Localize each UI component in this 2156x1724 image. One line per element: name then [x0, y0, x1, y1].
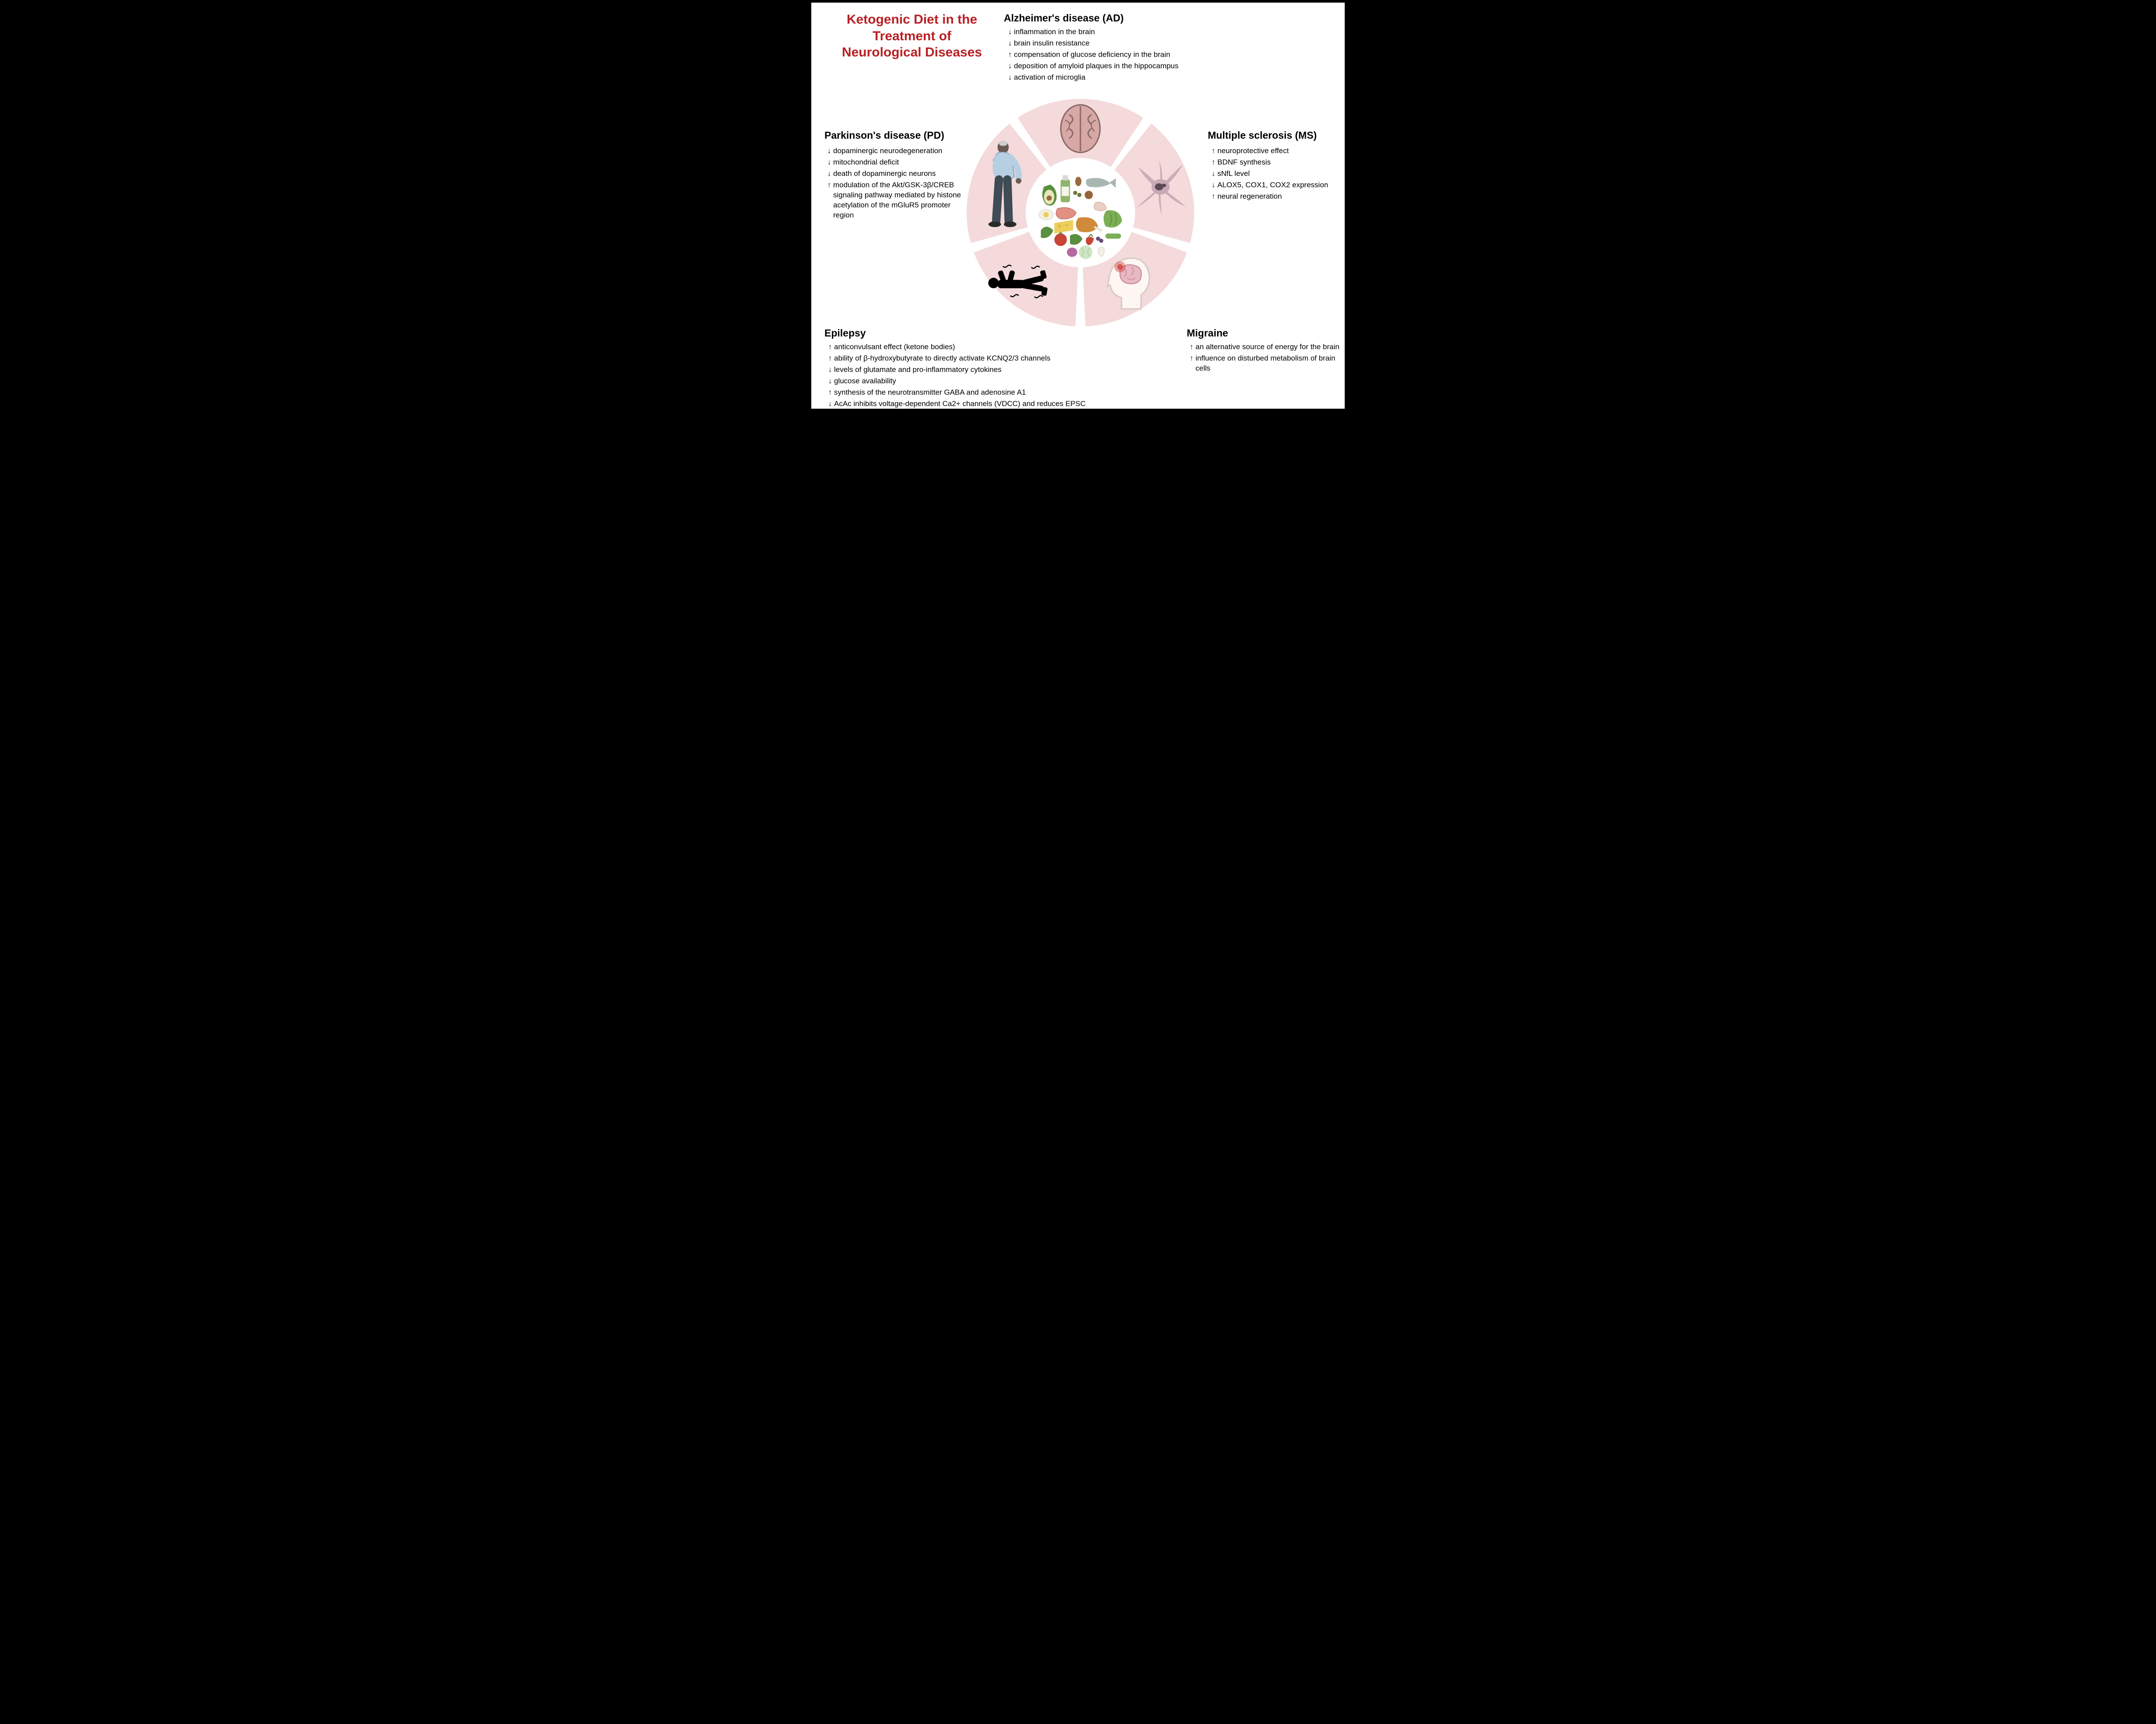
wheel	[962, 95, 1199, 331]
section-bullets-ad: ↓inflammation in the brain↓brain insulin…	[1007, 27, 1252, 84]
bullet-epi-5: ↓AcAc inhibits voltage-dependent Ca2+ ch…	[827, 399, 1160, 409]
bullet-text: ALOX5, COX1, COX2 expression	[1216, 180, 1328, 190]
bullet-epi-4: ↑synthesis of the neurotransmitter GABA …	[827, 388, 1160, 398]
up-arrow-icon: ↑	[1188, 342, 1195, 352]
bullet-text: compensation of glucose deficiency in th…	[1013, 50, 1170, 60]
bullet-mig-1: ↑influence on disturbed metabolism of br…	[1188, 354, 1346, 374]
bullet-pd-3: ↑modulation of the Akt/GSK-3β/CREB signa…	[826, 180, 971, 221]
bullet-text: brain insulin resistance	[1013, 39, 1090, 49]
down-arrow-icon: ↓	[826, 158, 832, 168]
main-title: Ketogenic Diet in theTreatment ofNeurolo…	[824, 11, 999, 61]
bullet-text: deposition of amyloid plaques in the hip…	[1013, 61, 1178, 71]
up-arrow-icon: ↑	[827, 342, 833, 352]
bullet-text: an alternative source of energy for the …	[1195, 342, 1339, 352]
bullet-text: mitochondrial deficit	[832, 158, 899, 168]
section-bullets-ms: ↑neuroprotective effect↑BDNF synthesis↓s…	[1210, 146, 1346, 203]
up-arrow-icon: ↑	[1210, 146, 1216, 156]
up-arrow-icon: ↑	[827, 354, 833, 364]
bullet-ad-2: ↑compensation of glucose deficiency in t…	[1007, 50, 1252, 60]
bullet-mig-0: ↑an alternative source of energy for the…	[1188, 342, 1346, 352]
section-bullets-epi: ↑anticonvulsant effect (ketone bodies)↑a…	[827, 342, 1160, 410]
up-arrow-icon: ↑	[1210, 192, 1216, 202]
bullet-epi-0: ↑anticonvulsant effect (ketone bodies)	[827, 342, 1160, 352]
bullet-ms-3: ↓ALOX5, COX1, COX2 expression	[1210, 180, 1346, 190]
down-arrow-icon: ↓	[1007, 61, 1013, 71]
bullet-text: glucose availability	[833, 376, 896, 386]
down-arrow-icon: ↓	[1007, 73, 1013, 83]
down-arrow-icon: ↓	[827, 376, 833, 386]
section-title-pd: Parkinson's disease (PD)	[824, 130, 944, 141]
section-title-ms: Multiple sclerosis (MS)	[1208, 130, 1317, 141]
up-arrow-icon: ↑	[826, 180, 832, 190]
infographic-frame: Ketogenic Diet in theTreatment ofNeurolo…	[809, 0, 1347, 411]
bullet-text: ability of β-hydroxybutyrate to directly…	[833, 354, 1051, 364]
section-title-ad: Alzheimer's disease (AD)	[1004, 12, 1124, 24]
bullet-epi-3: ↓glucose availability	[827, 376, 1160, 386]
down-arrow-icon: ↓	[1007, 39, 1013, 49]
bullet-text: neuroprotective effect	[1216, 146, 1289, 156]
bullet-pd-1: ↓mitochondrial deficit	[826, 158, 971, 168]
bullet-text: levels of glutamate and pro-inflammatory…	[833, 365, 1002, 375]
bullet-text: AcAc inhibits voltage-dependent Ca2+ cha…	[833, 399, 1086, 409]
bullet-ad-1: ↓brain insulin resistance	[1007, 39, 1252, 49]
bullet-pd-2: ↓death of dopaminergic neurons	[826, 169, 971, 179]
section-bullets-mig: ↑an alternative source of energy for the…	[1188, 342, 1346, 375]
down-arrow-icon: ↓	[826, 146, 832, 156]
bullet-text: anticonvulsant effect (ketone bodies)	[833, 342, 955, 352]
up-arrow-icon: ↑	[827, 388, 833, 398]
bullet-ms-2: ↓sNfL level	[1210, 169, 1346, 179]
seizure-icon	[996, 246, 1066, 316]
bullet-ad-3: ↓deposition of amyloid plaques in the hi…	[1007, 61, 1252, 71]
bullet-text: modulation of the Akt/GSK-3β/CREB signal…	[832, 180, 971, 221]
bullet-text: activation of microglia	[1013, 73, 1085, 83]
bullet-ad-4: ↓activation of microglia	[1007, 73, 1252, 83]
bullet-text: BDNF synthesis	[1216, 158, 1271, 168]
bullet-text: inflammation in the brain	[1013, 27, 1095, 37]
head-brain-icon	[1095, 246, 1165, 316]
bullet-text: influence on disturbed metabolism of bra…	[1195, 354, 1346, 374]
bullet-ms-1: ↑BDNF synthesis	[1210, 158, 1346, 168]
brain-top-icon	[1045, 94, 1115, 164]
bullet-ad-0: ↓inflammation in the brain	[1007, 27, 1252, 37]
section-title-epi: Epilepsy	[824, 327, 866, 339]
bullet-text: death of dopaminergic neurons	[832, 169, 936, 179]
bullet-epi-1: ↑ability of β-hydroxybutyrate to directl…	[827, 354, 1160, 364]
bullet-text: sNfL level	[1216, 169, 1250, 179]
up-arrow-icon: ↑	[1210, 158, 1216, 168]
bullet-ms-4: ↑neural regeneration	[1210, 192, 1346, 202]
bullet-text: dopaminergic neurodegeneration	[832, 146, 943, 156]
microglia-icon	[1125, 152, 1195, 222]
down-arrow-icon: ↓	[1007, 27, 1013, 37]
bullet-text: synthesis of the neurotransmitter GABA a…	[833, 388, 1026, 398]
section-title-mig: Migraine	[1187, 327, 1228, 339]
bullet-ms-0: ↑neuroprotective effect	[1210, 146, 1346, 156]
stooped-man-icon	[965, 152, 1035, 222]
down-arrow-icon: ↓	[827, 365, 833, 375]
up-arrow-icon: ↑	[1188, 354, 1195, 364]
down-arrow-icon: ↓	[1210, 180, 1216, 190]
bullet-text: neural regeneration	[1216, 192, 1282, 202]
down-arrow-icon: ↓	[1210, 169, 1216, 179]
bullet-pd-0: ↓dopaminergic neurodegeneration	[826, 146, 971, 156]
section-bullets-pd: ↓dopaminergic neurodegeneration↓mitochon…	[826, 146, 971, 222]
up-arrow-icon: ↑	[1007, 50, 1013, 60]
bullet-epi-2: ↓levels of glutamate and pro-inflammator…	[827, 365, 1160, 375]
down-arrow-icon: ↓	[827, 399, 833, 409]
down-arrow-icon: ↓	[826, 169, 832, 179]
